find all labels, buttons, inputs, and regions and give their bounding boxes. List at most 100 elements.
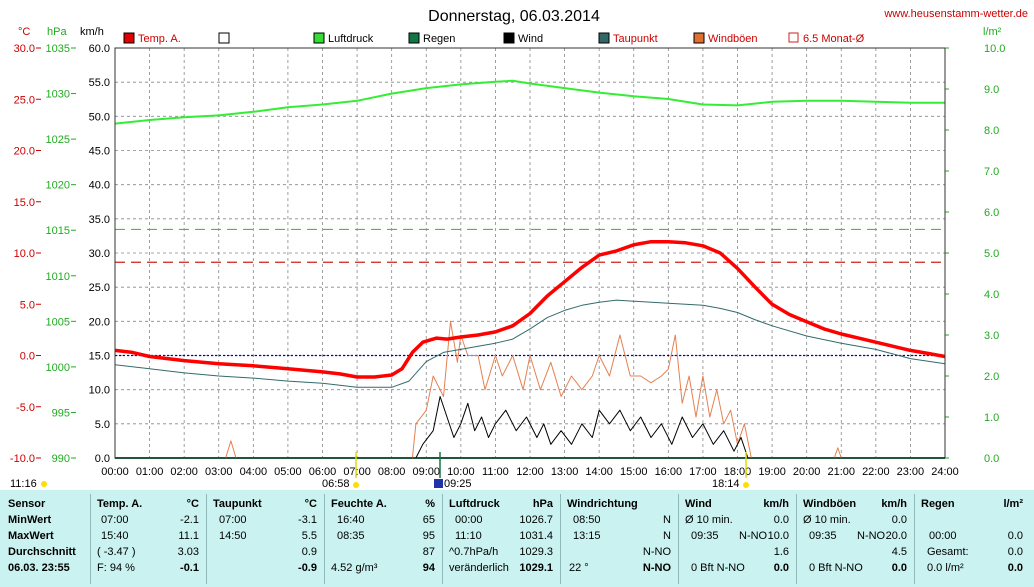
wind-tick-label: 35.0	[89, 214, 110, 226]
pressure-tick-label: 1000	[46, 362, 70, 374]
rain-tick-label: 8.0	[984, 125, 999, 137]
x-tick-label: 00:00	[101, 466, 129, 478]
rain-now-note: 0.0 l/m²	[927, 562, 964, 574]
sunset-label: 18:14	[712, 478, 740, 490]
gust-max-dir: N-NO	[857, 530, 886, 542]
temp-min-time: 07:00	[101, 514, 129, 526]
rain-tick-label: 7.0	[984, 166, 999, 178]
col-dew: Taupunkt °C 07:00 -3.1 14:50 5.5 0.9 -0.9	[206, 494, 323, 584]
pressure-tick-label: 1035	[46, 43, 70, 55]
hum-avg-value: 87	[422, 546, 435, 558]
legend-swatch	[313, 32, 325, 44]
x-tick-label: 03:00	[205, 466, 233, 478]
x-tick-label: 01:00	[136, 466, 164, 478]
temp-max-value: 11.1	[178, 530, 199, 542]
temp-tick-label: 20.0	[14, 146, 35, 158]
x-tick-label: 07:00	[343, 466, 371, 478]
series-taupunkt	[114, 299, 946, 388]
wind-tick-label: 45.0	[89, 146, 110, 158]
rain-tick-label: 6.0	[984, 207, 999, 219]
rain-tick-label: 2.0	[984, 371, 999, 383]
press-max-value: 1031.4	[519, 530, 553, 542]
wind-tick-label: 0.0	[95, 453, 110, 465]
pressure-tick-label: 995	[52, 407, 70, 419]
site-url[interactable]: www.heusenstamm-wetter.de	[883, 8, 1028, 20]
dew-header: Taupunkt	[213, 498, 262, 510]
temp-tick-label: 0.0	[20, 351, 35, 363]
hum-unit: %	[425, 498, 435, 510]
legend-swatch	[123, 32, 135, 44]
gust-unit: km/h	[881, 498, 907, 510]
x-tick-label: 12:00	[516, 466, 544, 478]
temp-tick-label: 15.0	[14, 197, 35, 209]
unit-pressure: hPa	[47, 26, 67, 38]
wind-min-value: 0.0	[773, 514, 789, 526]
grid	[115, 48, 945, 458]
wind-tick-label: 30.0	[89, 248, 110, 260]
rain-header: Regen	[921, 498, 955, 510]
press-header: Luftdruck	[449, 498, 500, 510]
rain-tick-label: 9.0	[984, 84, 999, 96]
press-now-note: veränderlich	[449, 562, 509, 574]
x-tick-label: 13:00	[551, 466, 579, 478]
press-trend: ^0.7hPa/h	[449, 546, 499, 558]
x-tick-label: 10:00	[447, 466, 475, 478]
temp-min-value: -2.1	[180, 514, 199, 526]
x-tick-label: 17:00	[689, 466, 717, 478]
temp-avg-note: ( -3.47 )	[97, 546, 136, 558]
unit-wind: km/h	[80, 26, 104, 38]
pressure-tick-label: 1030	[46, 89, 70, 101]
dew-max-time: 14:50	[219, 530, 247, 542]
press-min-value: 1026.7	[519, 514, 553, 526]
legend-swatch	[503, 32, 515, 44]
legend-swatch	[218, 32, 230, 44]
x-tick-label: 04:00	[240, 466, 268, 478]
sunset-icon	[743, 482, 749, 488]
temp-max-time: 15:40	[101, 530, 129, 542]
col-humidity: Feuchte A.% 16:40 65 08:35 95 87 4.52 g/m³…	[324, 494, 441, 584]
x-tick-label: 02:00	[170, 466, 198, 478]
gust-min-value: 0.0	[891, 514, 907, 526]
sensor-max: MaxWert	[8, 530, 54, 542]
temp-tick-label: 25.0	[14, 94, 35, 106]
dir-header: Windrichtung	[567, 498, 638, 510]
legend-swatch	[598, 32, 610, 44]
rain-tick-label: 10.0	[984, 43, 1005, 55]
wind-max-value: 10.0	[767, 530, 789, 542]
wind-min-note: Ø 10 min.	[685, 514, 733, 526]
col-gust: Windböen km/h Ø 10 min. 0.0 09:35 N-NO 20.0 …	[796, 494, 913, 584]
dew-min-value: -3.1	[298, 514, 317, 526]
pressure-tick-label: 990	[52, 453, 70, 465]
dir-min-value: N	[663, 514, 671, 526]
hum-now-note: 4.52 g/m³	[331, 562, 378, 574]
wind-header: Wind	[685, 498, 712, 510]
plot-frame	[114, 47, 946, 459]
gust-now-value: 0.0	[891, 562, 907, 574]
wind-tick-label: 25.0	[89, 282, 110, 294]
x-tick-label: 08:00	[378, 466, 406, 478]
rain-tick-label: 0.0	[984, 453, 999, 465]
gust-avg-value: 4.5	[891, 546, 907, 558]
wind-tick-label: 15.0	[89, 351, 110, 363]
sensor-header: Sensor	[8, 498, 46, 510]
legend: Temp. A. Luftdruck Regen Wind Taupunkt Windbö…	[123, 32, 865, 45]
start-label: 11:16	[10, 478, 37, 490]
legend-label: Wind	[518, 33, 543, 45]
col-wind: Wind km/h Ø 10 min. 0.0 09:35 N-NO 10.0 1.6 …	[678, 494, 795, 584]
hum-max-time: 08:35	[337, 530, 365, 542]
dew-unit: °C	[304, 498, 317, 510]
x-tick-label: 14:00	[585, 466, 613, 478]
sunrise-icon	[353, 482, 359, 488]
rain-tick-label: 1.0	[984, 412, 999, 424]
pressure-tick-label: 1010	[46, 271, 70, 283]
rain-tick-label: 3.0	[984, 330, 999, 342]
dir-now-degrees: 22 °	[569, 562, 589, 574]
legend-label: Taupunkt	[613, 33, 658, 45]
x-tick-label: 20:00	[793, 466, 821, 478]
event-icon	[434, 479, 443, 488]
col-rain: Regen l/m² 00:00 0.0 Gesamt: 0.0 0.0 l/m² 0.…	[914, 494, 1029, 584]
temp-tick-label: 30.0	[14, 43, 35, 55]
legend-label: Temp. A.	[138, 33, 181, 45]
chart-title: Donnerstag, 06.03.2014	[428, 8, 600, 25]
press-avg-value: 1029.3	[519, 546, 553, 558]
